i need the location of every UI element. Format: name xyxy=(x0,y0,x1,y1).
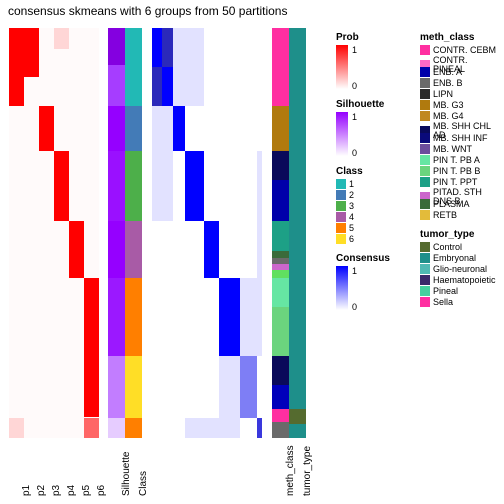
legend-item: 1 xyxy=(336,179,354,189)
swatch-icon xyxy=(336,190,346,200)
legend-item: PIN T. PB A xyxy=(420,155,480,165)
legend-item: MB. WNT xyxy=(420,144,472,154)
legend-title-Silhouette: Silhouette xyxy=(336,99,384,110)
axis-label-p5: p5 xyxy=(81,485,92,496)
axis-label-Class: Class xyxy=(138,471,149,496)
swatch-icon xyxy=(336,234,346,244)
swatch-icon xyxy=(420,199,430,209)
swatch-icon xyxy=(420,67,430,77)
swatch-icon xyxy=(420,111,430,121)
axis-label-p6: p6 xyxy=(96,485,107,496)
swatch-icon xyxy=(336,179,346,189)
swatch-icon xyxy=(420,264,430,274)
swatch-icon xyxy=(420,45,430,55)
swatch-icon xyxy=(420,78,430,88)
col-tumor_type xyxy=(289,28,306,438)
axis-label-Silhouette: Silhouette xyxy=(121,452,132,496)
legend-item: Sella xyxy=(420,297,453,307)
axis-label-p3: p3 xyxy=(51,485,62,496)
swatch-icon xyxy=(336,212,346,222)
swatch-icon xyxy=(420,275,430,285)
swatch-icon xyxy=(420,210,430,220)
swatch-icon xyxy=(420,253,430,263)
legend-gradient-Consensus xyxy=(336,266,348,310)
legend-item: CONTR. CEBM xyxy=(420,45,496,55)
col-p3 xyxy=(39,28,54,438)
swatch-icon xyxy=(420,177,430,187)
legend-item: LIPN xyxy=(420,89,453,99)
legend-item: Haematopoietic xyxy=(420,275,496,285)
swatch-icon xyxy=(420,297,430,307)
swatch-icon xyxy=(336,201,346,211)
legend-item: RETB xyxy=(420,210,457,220)
axis-label-meth_class: meth_class xyxy=(285,445,296,496)
col-p6 xyxy=(84,28,99,438)
legend-title-Class: Class xyxy=(336,166,363,177)
legend-item: MB. SHH INF xyxy=(420,133,488,143)
heatmap xyxy=(4,28,324,438)
swatch-icon xyxy=(420,155,430,165)
legend-gradient-Prob xyxy=(336,45,348,89)
legend-title-Consensus: Consensus xyxy=(336,253,390,264)
legend-item: Pineal xyxy=(420,286,458,296)
col-Class xyxy=(125,28,142,438)
swatch-icon xyxy=(420,242,430,252)
plot-title: consensus skmeans with 6 groups from 50 … xyxy=(8,4,287,18)
swatch-icon xyxy=(420,89,430,99)
legend-item: 5 xyxy=(336,223,354,233)
legend-item: MB. G3 xyxy=(420,100,464,110)
axis-label-p1: p1 xyxy=(21,485,32,496)
legend-gradient-Silhouette xyxy=(336,112,348,156)
axis-label-p2: p2 xyxy=(36,485,47,496)
legend-item: 4 xyxy=(336,212,354,222)
legend-item: 2 xyxy=(336,190,354,200)
legend-item: PIN T. PPT xyxy=(420,177,477,187)
col-p2 xyxy=(24,28,39,438)
legend-item: PIN T. PB B xyxy=(420,166,480,176)
legend-title-tumor_type: tumor_type xyxy=(420,229,474,240)
legend-item: Glio-neuronal xyxy=(420,264,487,274)
swatch-icon xyxy=(420,133,430,143)
legend-item: 6 xyxy=(336,234,354,244)
legend-item: Embryonal xyxy=(420,253,476,263)
swatch-icon xyxy=(420,166,430,176)
swatch-icon xyxy=(420,100,430,110)
legend-item: PLASMA xyxy=(420,199,470,209)
legend-item: ENB. B xyxy=(420,78,463,88)
axis-label-tumor_type: tumor_type xyxy=(302,446,313,496)
axis-label-p4: p4 xyxy=(66,485,77,496)
legend-title-meth_class: meth_class xyxy=(420,32,474,43)
col-p5 xyxy=(69,28,84,438)
swatch-icon xyxy=(420,286,430,296)
col-p4 xyxy=(54,28,69,438)
legend-title-Prob: Prob xyxy=(336,32,359,43)
col-Silhouette xyxy=(108,28,125,438)
legend-item: Control xyxy=(420,242,462,252)
col-meth_class xyxy=(272,28,289,438)
legend-item: 3 xyxy=(336,201,354,211)
legend-item: ENB. A xyxy=(420,67,462,77)
figure: consensus skmeans with 6 groups from 50 … xyxy=(0,0,504,504)
legend-item: MB. G4 xyxy=(420,111,464,121)
swatch-icon xyxy=(420,144,430,154)
col-Consensus xyxy=(152,28,262,438)
swatch-icon xyxy=(336,223,346,233)
x-axis-labels: p1 p2 p3 p4 p5 p6 Silhouette Class meth_class tum… xyxy=(4,440,324,500)
col-p1 xyxy=(9,28,24,438)
